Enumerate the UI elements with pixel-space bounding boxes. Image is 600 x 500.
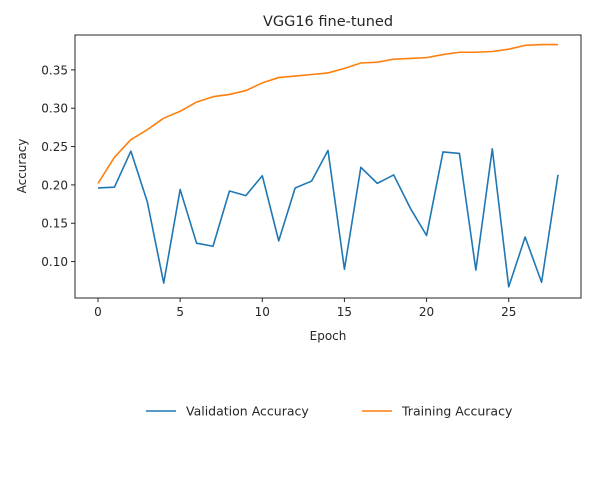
legend-label: Validation Accuracy [186, 404, 309, 419]
x-axis-label: Epoch [310, 329, 347, 343]
x-tick-label: 20 [419, 305, 434, 319]
legend-item-validation-accuracy: Validation Accuracy [146, 404, 309, 419]
y-tick-label: 0.20 [41, 178, 68, 192]
y-tick-label: 0.30 [41, 102, 68, 116]
legend-item-training-accuracy: Training Accuracy [362, 404, 513, 419]
x-tick-label: 5 [176, 305, 184, 319]
y-axis-ticks: 0.10 0.15 0.20 0.25 0.30 0.35 [41, 63, 75, 269]
y-tick-label: 0.25 [41, 140, 68, 154]
series-line-training-accuracy [97, 43, 558, 184]
x-tick-label: 25 [501, 305, 516, 319]
legend-label: Training Accuracy [401, 404, 513, 419]
plot-lines [97, 43, 559, 288]
x-axis-ticks: 0 5 10 15 20 25 [94, 298, 516, 319]
series-line-validation-accuracy [97, 148, 559, 288]
y-tick-label: 0.10 [41, 255, 68, 269]
x-tick-label: 10 [255, 305, 270, 319]
chart-title: VGG16 fine-tuned [263, 14, 393, 30]
y-tick-label: 0.35 [41, 63, 68, 77]
x-tick-label: 0 [94, 305, 102, 319]
y-tick-label: 0.15 [41, 217, 68, 231]
y-axis-label: Accuracy [15, 139, 29, 194]
x-tick-label: 15 [337, 305, 352, 319]
legend: Validation Accuracy Training Accuracy [146, 404, 513, 419]
plot-frame [74, 34, 582, 299]
